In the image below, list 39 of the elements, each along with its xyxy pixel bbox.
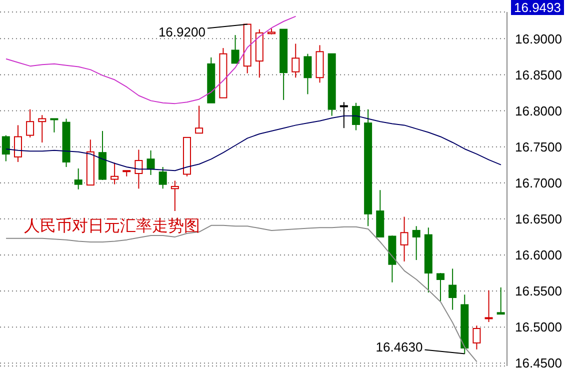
y-tick-label: 16.5000 xyxy=(515,320,562,335)
candlestick xyxy=(26,108,34,138)
y-tick-label: 16.6000 xyxy=(515,248,562,263)
candlestick xyxy=(292,43,300,78)
candlestick xyxy=(304,53,312,95)
y-tick-label: 16.7000 xyxy=(515,175,562,190)
candlestick xyxy=(231,34,240,64)
candlestick xyxy=(134,149,143,190)
candlestick xyxy=(74,168,82,190)
candlestick xyxy=(448,268,457,310)
candlestick xyxy=(352,102,360,131)
text: 16.9493 xyxy=(511,0,564,15)
candlestick xyxy=(496,286,505,315)
annotation: 16.4630 xyxy=(376,340,423,355)
y-tick-label: 16.7500 xyxy=(515,139,562,154)
line-series xyxy=(6,16,296,104)
candlestick xyxy=(400,216,408,262)
y-tick-label: 16.8000 xyxy=(515,103,562,118)
candlestick xyxy=(170,180,179,212)
candlestick xyxy=(50,118,58,133)
candlestick xyxy=(14,124,22,162)
candlestick xyxy=(195,105,204,134)
candlestick xyxy=(2,134,10,162)
y-tick-label: 16.5500 xyxy=(515,284,562,299)
text: 人民币对日元汇率走势图 xyxy=(24,216,200,237)
candlestick xyxy=(412,226,420,261)
y-tick-label: 16.4500 xyxy=(515,356,562,371)
candlestick xyxy=(436,272,444,302)
y-tick-label: 16.9000 xyxy=(515,31,562,46)
candlestick xyxy=(340,102,348,129)
candlestick xyxy=(484,290,493,323)
annotation: 16.9200 xyxy=(158,24,206,40)
y-tick-label: 16.8500 xyxy=(515,67,562,82)
candlestick xyxy=(472,325,481,350)
candlestick xyxy=(110,162,119,185)
candlestick xyxy=(38,114,46,143)
candlestick xyxy=(146,150,155,176)
y-tick-label: 16.6500 xyxy=(515,212,562,227)
candlestick xyxy=(158,166,167,190)
